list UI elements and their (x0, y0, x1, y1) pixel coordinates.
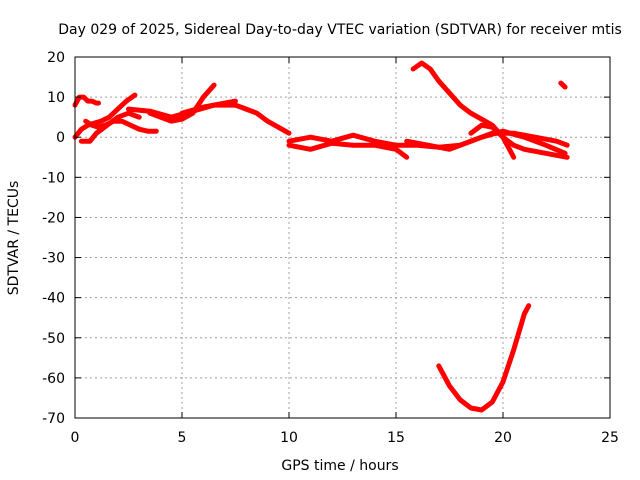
y-tick-label: 20 (47, 50, 65, 66)
series-arc-9 (286, 140, 410, 160)
y-tick-label: -60 (42, 371, 65, 387)
series-arc-6 (147, 82, 217, 124)
series-arc-10 (404, 130, 570, 152)
y-tick-label: -50 (42, 331, 65, 347)
series-arc-7 (179, 98, 238, 116)
x-tick-label: 10 (280, 430, 298, 446)
x-tick-label: 20 (494, 430, 512, 446)
series-arc-5 (126, 102, 292, 136)
series-arc-2 (72, 92, 138, 140)
x-tick-label: 5 (178, 430, 187, 446)
x-tick-label: 0 (71, 430, 80, 446)
series-arc-13 (558, 80, 568, 90)
x-tick-label: 25 (601, 430, 619, 446)
series-arc-14 (436, 303, 532, 413)
series-arc-1 (72, 94, 101, 108)
series-arc-11 (410, 60, 570, 160)
series-arc-12 (468, 122, 517, 160)
plot-frame (74, 56, 611, 419)
x-axis-label: GPS time / hours (281, 458, 398, 474)
y-tick-label: 10 (47, 90, 65, 106)
x-tick-label: 15 (387, 430, 405, 446)
y-tick-label: -40 (42, 291, 65, 307)
y-tick-label: -70 (42, 411, 65, 427)
series-arc-3 (83, 118, 159, 134)
y-axis-label: SDTVAR / TECUs (6, 181, 22, 296)
series-arc-4 (78, 110, 142, 144)
axis-ticks: 0 5 10 15 20 25 20 10 0 -10 -20 -30 -40 -50 -60 -70 (42, 50, 619, 446)
y-tick-label: -10 (42, 170, 65, 186)
y-tick-label: 0 (56, 130, 65, 146)
y-tick-label: -20 (42, 210, 65, 226)
y-tick-label: -30 (42, 251, 65, 267)
chart-title: Day 029 of 2025, Sidereal Day-to-day VTE… (58, 22, 622, 38)
data-series (72, 60, 570, 413)
